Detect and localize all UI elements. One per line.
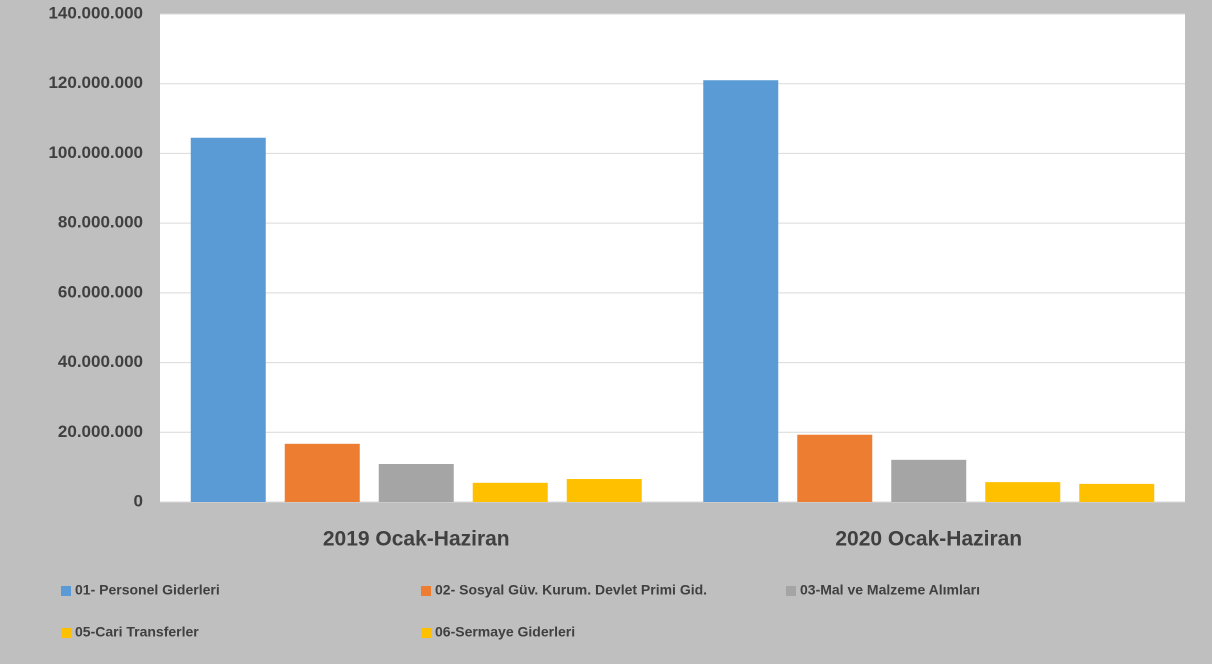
y-tick-label: 20.000.000: [58, 422, 143, 441]
bar: [284, 443, 360, 502]
legend-label: 03-Mal ve Malzeme Alımları: [800, 582, 980, 598]
bar: [378, 464, 454, 502]
y-tick-label: 100.000.000: [48, 143, 143, 162]
legend-swatch: [786, 586, 796, 596]
legend-swatch: [421, 628, 431, 638]
bar: [891, 459, 967, 502]
bar: [1079, 483, 1155, 502]
legend-label: 01- Personel Giderleri: [75, 582, 220, 598]
y-tick-label: 80.000.000: [58, 213, 143, 232]
x-tick-label: 2020 Ocak-Haziran: [835, 528, 1022, 551]
legend-label: 05-Cari Transferler: [75, 624, 199, 640]
bar: [472, 482, 548, 502]
legend-swatch: [61, 628, 71, 638]
plot-area: [160, 14, 1185, 502]
y-tick-label: 0: [134, 491, 143, 510]
legend-label: 06-Sermaye Giderleri: [435, 624, 575, 640]
bar: [703, 80, 779, 502]
bar: [797, 434, 873, 502]
y-tick-label: 120.000.000: [48, 73, 143, 92]
x-tick-label: 2019 Ocak-Haziran: [323, 528, 510, 551]
legend-swatch: [61, 586, 71, 596]
y-tick-label: 140.000.000: [48, 3, 143, 22]
legend-label: 02- Sosyal Güv. Kurum. Devlet Primi Gid.: [435, 582, 707, 598]
y-tick-label: 60.000.000: [58, 282, 143, 301]
bar: [190, 137, 266, 502]
bar: [985, 482, 1061, 502]
y-tick-label: 40.000.000: [58, 352, 143, 371]
bar: [566, 478, 642, 502]
legend-swatch: [421, 586, 431, 596]
